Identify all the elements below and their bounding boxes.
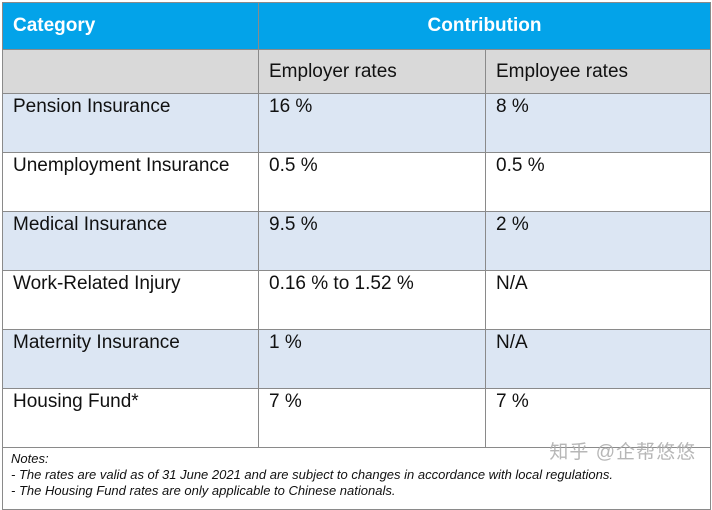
row-category: Housing Fund* [2,388,259,448]
row-employer-rate: 1 % [258,329,486,389]
row-employee-rate: 0.5 % [485,152,711,212]
subheader-employee: Employee rates [485,49,711,94]
header-category: Category [2,2,259,50]
table-row: Medical Insurance 9.5 % 2 % [2,211,711,271]
row-employer-rate: 0.5 % [258,152,486,212]
notes-title: Notes: [11,451,49,466]
row-employer-rate: 16 % [258,93,486,153]
row-category: Pension Insurance [2,93,259,153]
table-row: Work-Related Injury 0.16 % to 1.52 % N/A [2,270,711,330]
table-row: Maternity Insurance 1 % N/A [2,329,711,389]
table-row: Unemployment Insurance 0.5 % 0.5 % [2,152,711,212]
row-category: Maternity Insurance [2,329,259,389]
row-employee-rate: N/A [485,329,711,389]
watermark: 知乎 @企帮悠悠 [549,442,696,463]
notes-line: - The Housing Fund rates are only applic… [11,483,396,498]
row-category: Unemployment Insurance [2,152,259,212]
row-category: Medical Insurance [2,211,259,271]
table-subheader-row: Employer rates Employee rates [2,49,711,94]
table-header-row: Category Contribution [2,2,711,50]
header-contribution: Contribution [258,2,711,50]
row-employer-rate: 9.5 % [258,211,486,271]
row-employee-rate: 2 % [485,211,711,271]
subheader-empty-cell [2,49,259,94]
row-category: Work-Related Injury [2,270,259,330]
row-employer-rate: 7 % [258,388,486,448]
notes-line: - The rates are valid as of 31 June 2021… [11,467,613,482]
subheader-employer: Employer rates [258,49,486,94]
row-employee-rate: N/A [485,270,711,330]
table-row: Housing Fund* 7 % 7 % [2,388,711,448]
table-row: Pension Insurance 16 % 8 % [2,93,711,153]
row-employee-rate: 8 % [485,93,711,153]
row-employer-rate: 0.16 % to 1.52 % [258,270,486,330]
